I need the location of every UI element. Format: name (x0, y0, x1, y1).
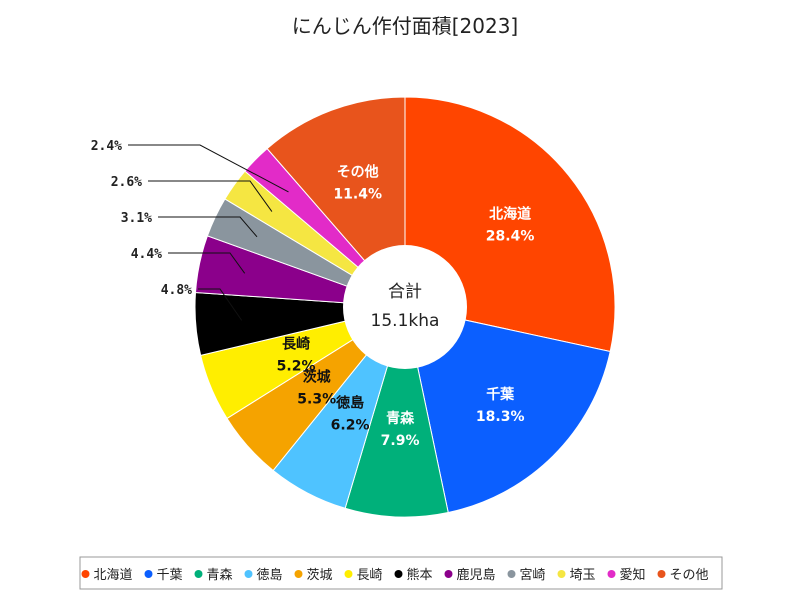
legend-marker-2 (194, 570, 203, 578)
leader-line-7 (168, 252, 246, 274)
leader-line-8 (158, 216, 258, 238)
slice-value-label-0: 28.4% (486, 228, 535, 244)
legend-label-10: 愛知 (620, 567, 646, 583)
slice-value-label-6: 4.8% (161, 283, 192, 298)
legend-marker-8 (507, 570, 516, 578)
leader-line-10 (128, 144, 289, 193)
legend-label-4: 茨城 (307, 568, 333, 583)
slice-value-label-5: 5.2% (277, 359, 316, 375)
slice-value-label-7: 4.4% (131, 247, 162, 262)
slice-value-label-4: 5.3% (297, 391, 336, 407)
legend-marker-1 (144, 570, 153, 578)
slice-value-label-2: 7.9% (381, 433, 420, 449)
center-label: 合計 (388, 282, 422, 302)
slice-value-label-3: 6.2% (331, 418, 370, 434)
legend-label-3: 徳島 (257, 568, 283, 583)
pie-slice-1 (404, 306, 611, 514)
slice-name-label-0: 北海道 (489, 205, 531, 222)
slice-name-label-2: 青森 (386, 410, 415, 427)
legend-marker-0 (81, 570, 90, 578)
legend-marker-6 (394, 570, 403, 578)
legend-marker-11 (657, 570, 666, 578)
legend-label-11: その他 (670, 568, 709, 583)
slice-name-label-11: その他 (337, 164, 379, 181)
slice-name-label-4: 茨城 (303, 368, 331, 385)
leader-line-9 (148, 180, 273, 212)
legend-marker-7 (444, 570, 453, 578)
legend-marker-9 (557, 570, 566, 578)
legend-label-0: 北海道 (94, 568, 133, 583)
legend-label-1: 千葉 (157, 568, 183, 583)
slice-name-label-3: 徳島 (335, 395, 364, 412)
slice-labels: 北海道 28.4% 千葉 18.3% 青森 7.9% 徳島 6.2% 茨城 5.3% 長崎 5.2% 4… (91, 139, 535, 449)
legend-label-5: 長崎 (357, 568, 383, 583)
slice-name-label-5: 長崎 (282, 336, 310, 353)
legend-label-9: 埼玉 (570, 568, 596, 583)
slice-value-label-8: 3.1% (121, 211, 152, 226)
chart-title: にんじん作付面積[2023] (292, 14, 519, 38)
legend: 北海道 千葉 青森 徳島 茨城 長崎 熊本 鹿児島 宮崎 埼玉 愛知 その他 (81, 567, 709, 583)
legend-label-8: 宮崎 (520, 567, 546, 583)
slice-value-label-11: 11.4% (333, 187, 382, 203)
leader-lines (128, 144, 289, 321)
slice-value-label-10: 2.4% (91, 139, 122, 154)
legend-marker-10 (607, 570, 616, 578)
legend-label-2: 青森 (207, 568, 233, 583)
slice-value-label-1: 18.3% (476, 409, 525, 425)
legend-marker-5 (344, 570, 353, 578)
pie-slice-2 (344, 306, 449, 518)
slice-value-label-9: 2.6% (111, 175, 142, 190)
pie-slice-11 (266, 96, 406, 309)
legend-label-6: 熊本 (407, 567, 433, 583)
donut-hole (343, 245, 467, 369)
center-value: 15.1kha (371, 311, 440, 331)
legend-marker-3 (244, 570, 253, 578)
legend-marker-4 (294, 570, 303, 578)
leader-line-6 (198, 288, 243, 321)
legend-label-7: 鹿児島 (457, 567, 496, 583)
slice-name-label-1: 千葉 (486, 386, 515, 403)
